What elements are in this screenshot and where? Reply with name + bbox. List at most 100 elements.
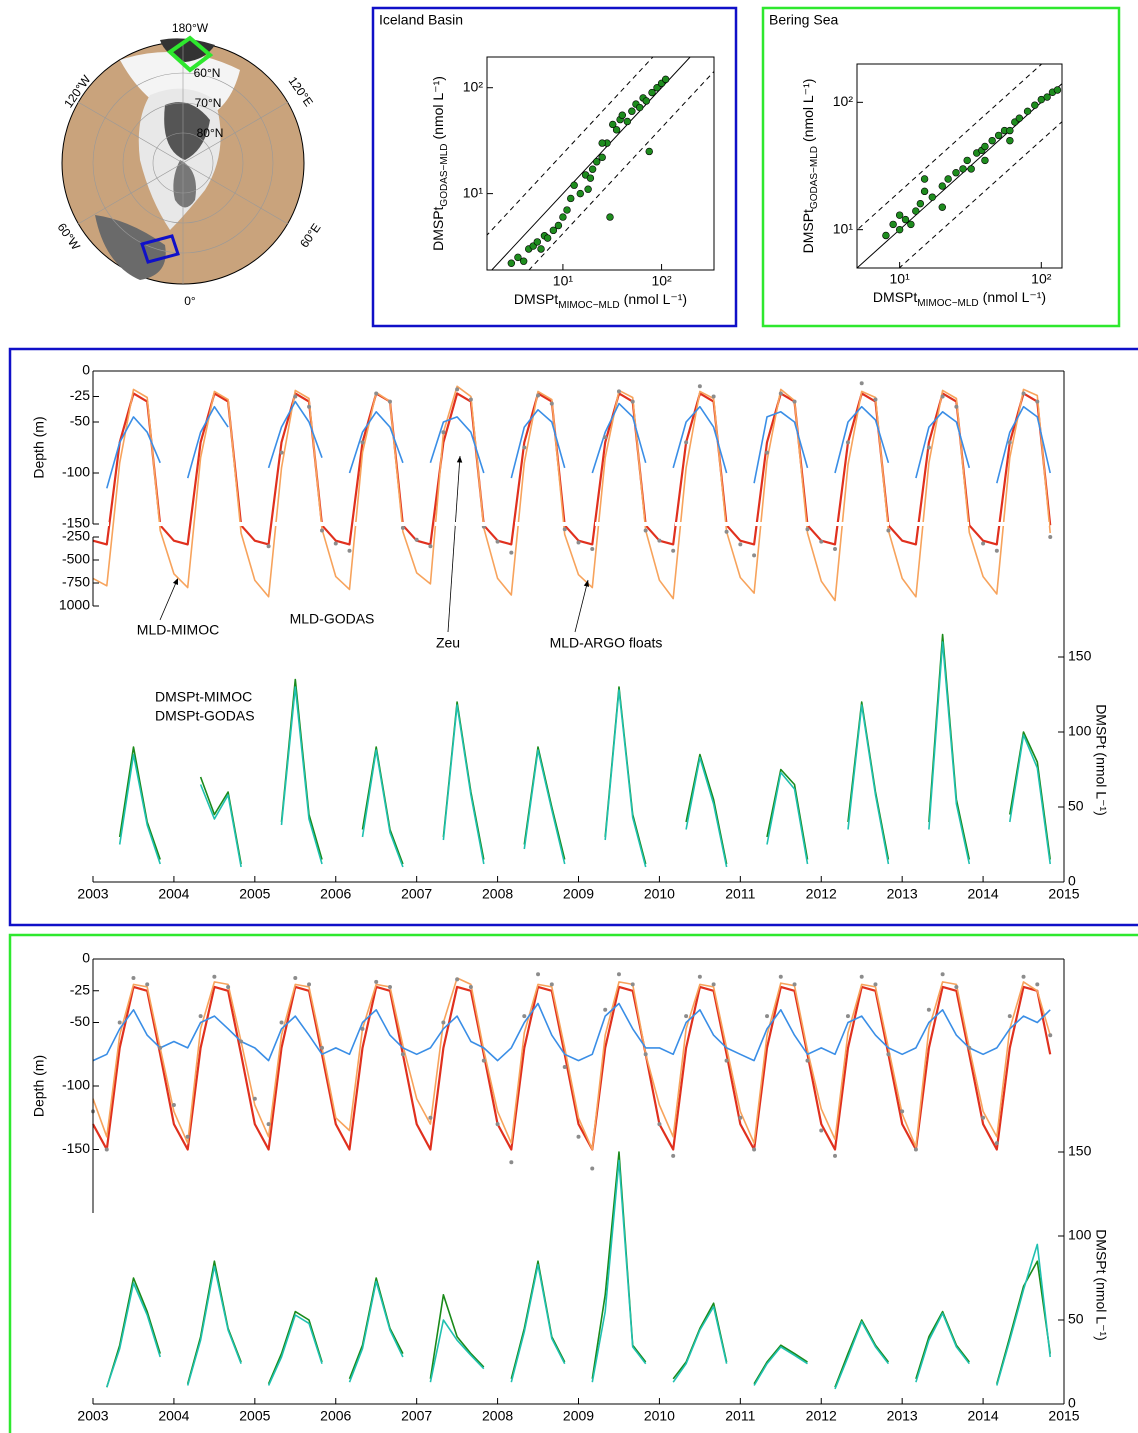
point <box>613 126 620 133</box>
point <box>555 222 562 229</box>
point <box>628 108 635 115</box>
annotation-arrow <box>160 578 178 620</box>
point <box>589 166 596 173</box>
legend-label: MLD-GODAS <box>290 611 375 627</box>
marker <box>833 547 837 551</box>
marker <box>900 1109 904 1113</box>
marker <box>307 982 311 986</box>
x-tick-label: 2014 <box>968 886 999 902</box>
marker <box>590 1167 594 1171</box>
marker <box>186 1135 190 1139</box>
marker <box>765 451 769 455</box>
label-unit: (nmol L⁻¹) <box>430 76 446 139</box>
point <box>662 76 669 83</box>
y-tick-label: 1000 <box>59 597 90 613</box>
point <box>929 194 936 201</box>
y2-tick-label: 100 <box>1068 723 1092 739</box>
marker <box>509 551 513 555</box>
legend-label: DMSPt-GODAS <box>155 708 255 724</box>
marker <box>469 985 473 989</box>
y-tick-label: 10¹ <box>833 220 854 236</box>
x-tick-label: 10¹ <box>553 273 574 289</box>
marker <box>603 435 607 439</box>
x-tick-label: 2008 <box>482 886 513 902</box>
point <box>636 104 643 111</box>
x-tick-label: 2010 <box>644 1408 675 1424</box>
point <box>1054 87 1061 94</box>
marker <box>280 1021 284 1025</box>
point <box>921 176 928 183</box>
marker <box>886 529 890 533</box>
marker <box>360 1027 364 1031</box>
marker <box>374 391 378 395</box>
marker <box>873 982 877 986</box>
marker <box>860 975 864 979</box>
y2-axis-label: DMSPt (nmol L⁻¹) <box>1093 1229 1109 1341</box>
x-tick-label: 2014 <box>968 1408 999 1424</box>
marker <box>1048 1033 1052 1037</box>
label-unit: (nmol L⁻¹) <box>800 79 816 142</box>
marker <box>941 395 945 399</box>
map-label: 180°W <box>172 21 209 35</box>
marker <box>1008 440 1012 444</box>
map-label: 80°N <box>197 126 224 140</box>
point <box>939 204 946 211</box>
legend-label: MLD-ARGO floats <box>550 635 663 651</box>
map-label: 60°N <box>194 66 221 80</box>
reference-line <box>457 0 1138 666</box>
marker <box>860 381 864 385</box>
point <box>995 132 1002 139</box>
legend-label: MLD-MIMOC <box>137 622 219 638</box>
marker <box>401 526 405 530</box>
marker <box>617 972 621 976</box>
y-tick-label: -750 <box>62 574 90 590</box>
point <box>960 166 967 173</box>
arrow-head <box>457 456 462 463</box>
point <box>982 143 989 150</box>
axis-label: DMSPtMIMOC−MLD(nmol L⁻¹) <box>873 289 1046 309</box>
marker <box>334 541 338 545</box>
marker <box>1008 1014 1012 1018</box>
x-tick-label: 10¹ <box>890 271 911 287</box>
marker <box>684 440 688 444</box>
x-tick-label: 2007 <box>401 886 432 902</box>
label-subscript: MIMOC−MLD <box>558 300 619 311</box>
x-tick-label: 2007 <box>401 1408 432 1424</box>
x-tick-label: 2006 <box>320 886 351 902</box>
figure: 180°W 120°W 120°E 60°W 60°E 0° 60°N 70°N… <box>0 0 1138 1433</box>
marker <box>765 1014 769 1018</box>
annotation-arrow <box>448 456 460 632</box>
series-line <box>120 642 1050 867</box>
x-tick-label: 2006 <box>320 1408 351 1424</box>
marker <box>752 553 756 557</box>
y-tick-label: -250 <box>62 528 90 544</box>
point <box>544 235 551 242</box>
marker <box>617 389 621 393</box>
y-tick-label: -150 <box>62 1140 90 1156</box>
point <box>643 98 650 105</box>
label-main: DMSPt <box>873 289 917 305</box>
point <box>1006 127 1013 134</box>
point <box>912 208 919 215</box>
legend-label: DMSPt-MIMOC <box>155 689 252 705</box>
marker <box>428 1116 432 1120</box>
marker <box>158 1046 162 1050</box>
marker <box>131 976 135 980</box>
x-tick-label: 2004 <box>158 1408 189 1424</box>
marker <box>455 387 459 391</box>
series-line <box>93 978 1050 1150</box>
marker <box>738 1116 742 1120</box>
marker <box>320 529 324 533</box>
marker <box>212 975 216 979</box>
marker <box>428 544 432 548</box>
marker <box>725 530 729 534</box>
marker <box>1022 391 1026 395</box>
marker <box>671 1154 675 1158</box>
axis-label: DMSPtMIMOC−MLD(nmol L⁻¹) <box>514 291 687 311</box>
marker <box>239 1040 243 1044</box>
marker <box>603 1008 607 1012</box>
label-subscript: MIMOC−MLD <box>917 298 978 309</box>
point <box>585 186 592 193</box>
marker <box>886 1052 890 1056</box>
marker <box>819 1128 823 1132</box>
